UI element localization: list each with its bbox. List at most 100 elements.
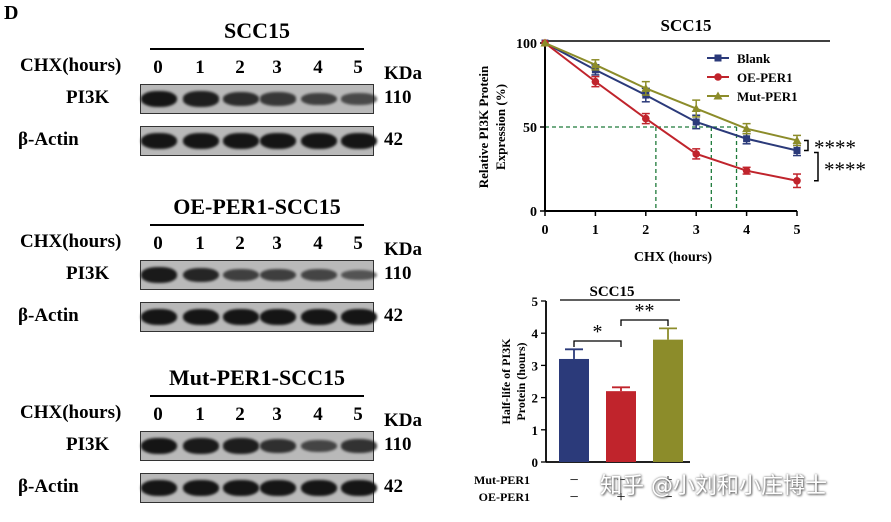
- series-line: [544, 42, 798, 152]
- blot-strip: [140, 260, 377, 290]
- x-axis-label: CHX (hours): [634, 250, 713, 265]
- bar-chart: SCC15 Half-life of PI3K Protein (hours) 0 1 2…: [474, 284, 690, 506]
- protein-label: PI3K: [66, 263, 110, 284]
- condition-mark: −: [569, 472, 578, 489]
- legend-label: Mut-PER1: [737, 89, 798, 104]
- data-point: [793, 176, 801, 185]
- data-point: [641, 83, 651, 92]
- blot-strip: [140, 126, 377, 156]
- significance-label: **: [635, 300, 655, 322]
- significance-bracket: [814, 151, 819, 182]
- hour-label: 3: [272, 404, 282, 425]
- blot-title: Mut-PER1-SCC15: [169, 365, 345, 390]
- y-axis-label: Protein (hours): [514, 342, 528, 420]
- hour-label: 4: [313, 404, 323, 425]
- kda-value: 110: [384, 434, 412, 455]
- y-tick-label: 50: [523, 121, 537, 136]
- protein-label: β-Actin: [18, 476, 79, 497]
- blot-band: [341, 480, 377, 496]
- blot-title-rule: [150, 224, 364, 226]
- x-tick-label: 2: [642, 223, 649, 238]
- blot-band: [183, 480, 219, 496]
- blot-title-rule: [150, 48, 364, 50]
- y-axis-label: Expression (%): [493, 84, 508, 170]
- blot-band: [260, 439, 296, 453]
- hour-label: 5: [353, 233, 363, 254]
- y-axis-label: Relative PI3K Protein: [476, 65, 491, 188]
- data-point: [692, 118, 700, 126]
- legend-label: Blank: [737, 51, 771, 66]
- hour-label: 0: [153, 404, 163, 425]
- blot-band: [301, 440, 337, 452]
- y-tick-label: 4: [532, 326, 539, 341]
- legend-marker: [714, 54, 722, 62]
- blot-band: [141, 91, 177, 107]
- blot-band: [141, 133, 177, 149]
- hour-label: 2: [235, 57, 245, 78]
- blot-band: [223, 133, 259, 149]
- blot-band: [183, 133, 219, 149]
- blot-band: [341, 439, 377, 453]
- x-tick-label: 3: [693, 223, 700, 238]
- significance-label: *: [593, 321, 603, 343]
- data-point: [642, 114, 650, 123]
- condition-mark: +: [616, 489, 625, 506]
- blot-band: [260, 268, 296, 282]
- data-point: [793, 147, 801, 155]
- hour-label: 0: [153, 57, 163, 78]
- blot-band: [223, 438, 259, 454]
- y-tick-label: 100: [516, 37, 537, 52]
- blot-band: [341, 269, 377, 281]
- protein-label: β-Actin: [18, 305, 79, 326]
- blot-band: [341, 309, 377, 325]
- blot-strip: [140, 431, 377, 461]
- kda-label: KDa: [384, 63, 422, 84]
- significance-bracket: [573, 340, 622, 347]
- bar: [653, 339, 683, 462]
- kda-label: KDa: [384, 410, 422, 431]
- blot-band: [341, 133, 377, 149]
- hour-label: 0: [153, 233, 163, 254]
- data-point: [743, 135, 751, 143]
- legend-marker: [714, 73, 722, 81]
- kda-value: 110: [384, 87, 412, 108]
- data-point: [590, 60, 600, 69]
- blot-band: [223, 309, 259, 325]
- hour-label: 3: [272, 233, 282, 254]
- watermark: 知乎 @小刘和小庄博士: [600, 474, 827, 499]
- panel-letter: D: [4, 2, 19, 24]
- blot-strip: [140, 84, 377, 114]
- condition-label: CHX(hours): [20, 402, 122, 423]
- blot-band: [301, 92, 337, 106]
- data-point: [792, 135, 802, 144]
- blot-band: [141, 480, 177, 496]
- blot-band: [183, 309, 219, 325]
- condition-mark: −: [616, 472, 625, 489]
- condition-label: CHX(hours): [20, 55, 122, 76]
- blot-strip: [140, 302, 377, 332]
- blot-band: [183, 91, 219, 107]
- hour-label: 1: [195, 57, 205, 78]
- condition-mark: −: [663, 489, 672, 506]
- kda-value: 110: [384, 263, 412, 284]
- legend-label: OE-PER1: [737, 70, 793, 85]
- blot-band: [301, 480, 337, 496]
- blot-band: [260, 133, 296, 149]
- series-line: [544, 42, 798, 182]
- blot-band: [141, 267, 177, 283]
- blot-band: [341, 93, 377, 105]
- protein-label: PI3K: [66, 87, 110, 108]
- y-tick-label: 3: [532, 358, 539, 373]
- hour-label: 4: [313, 233, 323, 254]
- blot-band: [260, 480, 296, 496]
- x-tick-label: 5: [794, 223, 801, 238]
- data-point: [540, 38, 550, 47]
- protein-label: PI3K: [66, 434, 110, 455]
- y-tick-label: 0: [532, 455, 539, 470]
- kda-value: 42: [384, 129, 403, 150]
- hour-label: 2: [235, 233, 245, 254]
- blot-band: [183, 438, 219, 454]
- x-tick-label: 0: [542, 223, 549, 238]
- bar: [606, 391, 636, 462]
- blot-band: [223, 268, 259, 282]
